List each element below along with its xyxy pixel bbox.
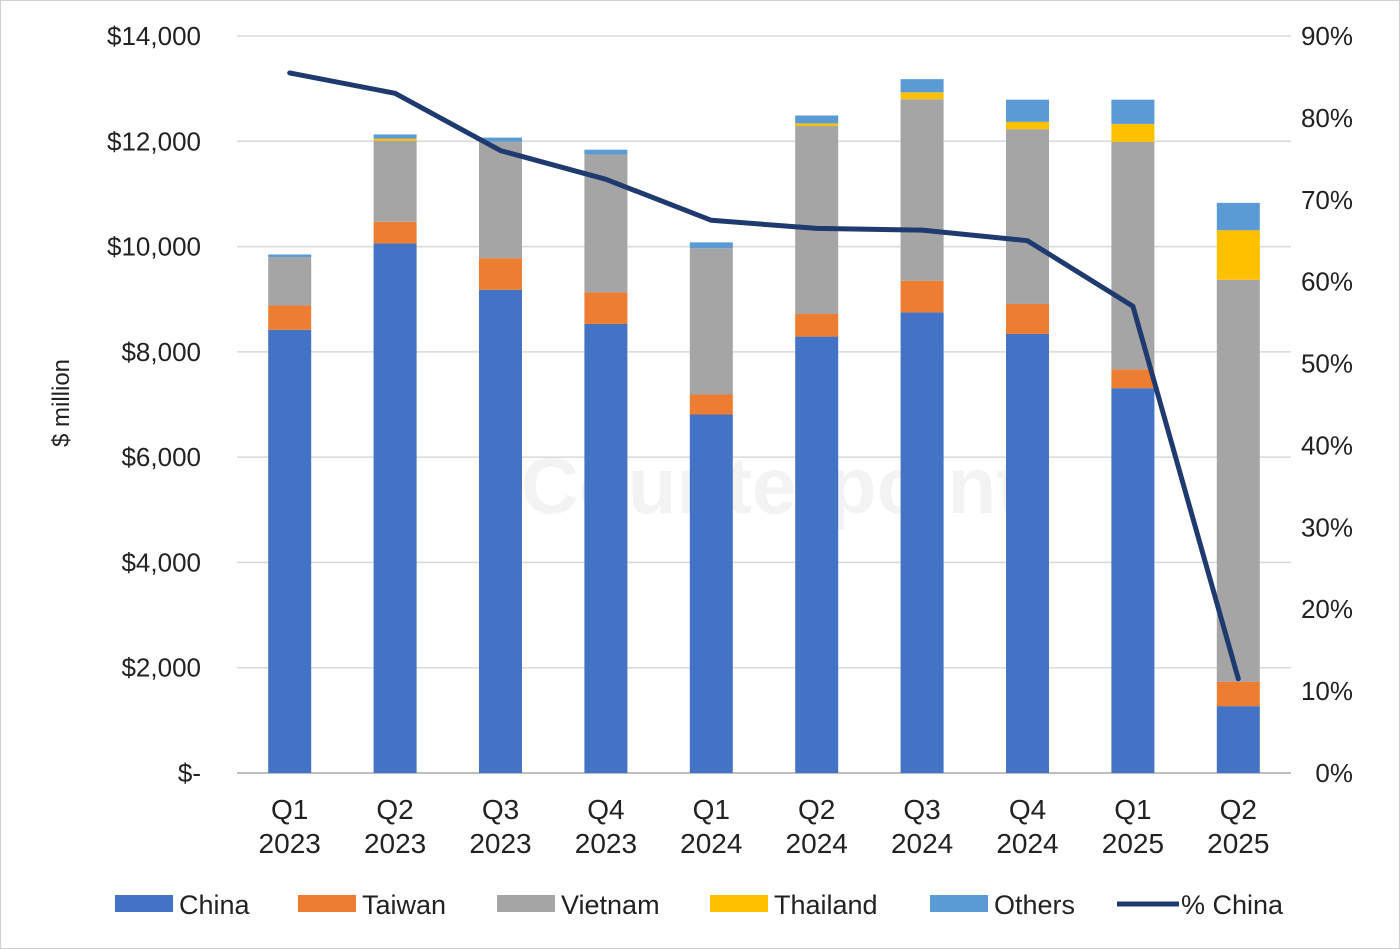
bar-others — [1216, 202, 1260, 231]
x-tick-label: Q4 2024 — [996, 794, 1058, 859]
x-tick-label: Q3 2023 — [469, 794, 531, 859]
bar-taiwan — [689, 394, 733, 415]
bar-others — [373, 134, 417, 139]
bar-taiwan — [373, 221, 417, 244]
y-tick-label: $2,000 — [121, 653, 201, 683]
bar-taiwan — [268, 305, 312, 330]
bar-taiwan — [1111, 369, 1155, 389]
bar-others — [900, 79, 944, 93]
legend-label: Taiwan — [362, 890, 446, 920]
y-tick-label: $8,000 — [121, 337, 201, 367]
bar-taiwan — [479, 258, 522, 290]
y-tick-label: $6,000 — [121, 442, 201, 472]
bar-thailand — [795, 123, 839, 127]
bar-thailand — [1006, 121, 1049, 130]
y2-tick-label: 20% — [1301, 594, 1353, 624]
bar-others — [584, 149, 628, 155]
legend-label: China — [179, 890, 251, 920]
bar-others — [1006, 99, 1049, 122]
x-tick-label: Q2 2023 — [364, 794, 426, 859]
bar-vietnam — [689, 248, 733, 395]
legend-label: Thailand — [774, 890, 878, 920]
line-china-share — [287, 70, 1241, 682]
bar-vietnam — [373, 140, 417, 222]
bar-taiwan — [900, 280, 944, 313]
bar-vietnam — [1216, 279, 1260, 682]
x-tick-label: Q1 2024 — [680, 794, 742, 859]
legend-swatch-china — [115, 895, 173, 912]
bar-china — [1006, 333, 1049, 773]
bar-china — [479, 289, 522, 773]
legend: China Taiwan Vietnam Thailand Others % China — [115, 890, 1284, 920]
bar-others — [689, 242, 733, 249]
legend-label: Vietnam — [561, 890, 660, 920]
y-tick-label: $10,000 — [107, 232, 201, 262]
y2-tick-label: 0% — [1315, 758, 1353, 788]
legend-swatch-others — [930, 895, 988, 912]
bar-thailand — [900, 92, 944, 100]
bar-vietnam — [479, 141, 522, 259]
x-tick-label: Q4 2023 — [575, 794, 637, 859]
bar-thailand — [1111, 123, 1155, 142]
bar-others — [479, 137, 522, 142]
bar-taiwan — [1006, 303, 1049, 334]
bar-china — [689, 414, 733, 773]
legend-swatch-thailand — [710, 895, 768, 912]
bar-china — [1111, 388, 1155, 773]
bar-vietnam — [795, 126, 839, 314]
bar-taiwan — [1216, 681, 1260, 707]
bar-vietnam — [1006, 129, 1049, 304]
legend-swatch-taiwan — [298, 895, 356, 912]
bars — [268, 79, 1260, 774]
y2-tick-label: 10% — [1301, 676, 1353, 706]
bar-others — [268, 254, 312, 258]
bar-china — [795, 336, 839, 773]
y-tick-label: $12,000 — [107, 126, 201, 156]
legend-swatch-vietnam — [497, 895, 555, 912]
y-tick-label: $14,000 — [107, 21, 201, 51]
bar-taiwan — [795, 313, 839, 337]
bar-taiwan — [584, 292, 628, 324]
x-axis-ticks: Q1 2023 Q2 2023 Q3 2023 Q4 2023 Q1 2024 Q2 2024 Q3 20… — [259, 794, 1270, 859]
legend-label: % China — [1181, 890, 1284, 920]
bar-china — [373, 243, 417, 774]
y2-tick-label: 80% — [1301, 103, 1353, 133]
bar-china — [268, 329, 312, 773]
y-axis-label: $ million — [48, 359, 75, 447]
bar-others — [795, 115, 839, 124]
y2-tick-label: 90% — [1301, 21, 1353, 51]
y-axis-ticks: $- $2,000 $4,000 $6,000 $8,000 $10,000 $12,000… — [107, 21, 201, 788]
y2-axis-ticks: 0% 10% 20% 30% 40% 50% 60% 70% 80% 90% — [1301, 21, 1353, 788]
x-tick-label: Q1 2023 — [259, 794, 321, 859]
x-tick-label: Q1 2025 — [1102, 794, 1164, 859]
x-tick-label: Q3 2024 — [891, 794, 953, 859]
y2-tick-label: 70% — [1301, 185, 1353, 215]
y2-tick-label: 50% — [1301, 349, 1353, 379]
bar-vietnam — [1111, 141, 1155, 370]
bar-china — [900, 312, 944, 773]
y-tick-label: $- — [178, 758, 201, 788]
bar-china — [584, 323, 628, 773]
legend-label: Others — [994, 890, 1075, 920]
y-tick-label: $4,000 — [121, 547, 201, 577]
x-tick-label: Q2 2025 — [1207, 794, 1269, 859]
bar-china — [1216, 706, 1260, 773]
bar-vietnam — [900, 99, 944, 281]
bar-thailand — [1216, 230, 1260, 280]
y2-tick-label: 60% — [1301, 267, 1353, 297]
y2-tick-label: 40% — [1301, 430, 1353, 460]
x-tick-label: Q2 2024 — [786, 794, 848, 859]
line-series — [287, 70, 1241, 682]
bar-thailand — [373, 138, 417, 141]
bar-others — [1111, 99, 1155, 124]
bar-vietnam — [268, 257, 312, 306]
y2-tick-label: 30% — [1301, 512, 1353, 542]
